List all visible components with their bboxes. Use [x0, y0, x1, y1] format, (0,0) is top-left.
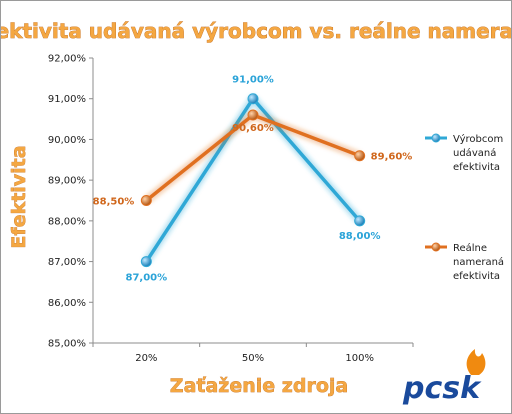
- y-axis-title: Efektivita: [8, 145, 30, 248]
- y-tick-label: 91,00%: [48, 94, 86, 105]
- data-point: [354, 150, 366, 162]
- chart-title: Efektivita udávaná výrobcom vs. reálne n…: [1, 19, 511, 43]
- data-point: [140, 256, 152, 268]
- series-layer: 87,00% 91,00% 88,00% 88,50% 90,60% 89,60%: [93, 75, 413, 284]
- flame-icon: [466, 349, 486, 375]
- legend-label: udávaná: [453, 147, 496, 159]
- data-label: 88,50%: [93, 197, 135, 208]
- data-label: 89,60%: [371, 152, 413, 163]
- y-tick-label: 87,00%: [48, 257, 86, 268]
- data-point: [140, 195, 152, 206]
- data-label: 87,00%: [126, 273, 168, 284]
- y-tick-label: 89,00%: [48, 176, 86, 187]
- pcsk-logo: pcsk: [402, 349, 486, 406]
- data-label: 90,60%: [232, 123, 274, 134]
- legend: Výrobcom udávaná efektivita Reálne nameraná e…: [425, 133, 504, 282]
- axes: 85,00% 86,00% 87,00% 88,00% 89,00% 90,00% 91,0…: [48, 54, 414, 364]
- data-point: [247, 93, 259, 105]
- x-tick-label: 100%: [345, 353, 374, 364]
- x-tick-label: 20%: [135, 353, 157, 364]
- y-tick-label: 86,00%: [48, 298, 86, 309]
- y-tick-label: 90,00%: [48, 135, 86, 146]
- y-tick-label: 92,00%: [48, 54, 86, 65]
- legend-label: efektivita: [453, 271, 500, 282]
- legend-label: nameraná: [453, 256, 504, 268]
- legend-label: efektivita: [453, 162, 500, 173]
- data-point: [354, 215, 366, 227]
- legend-label: Reálne: [453, 242, 487, 254]
- logo-text: pcsk: [402, 371, 482, 406]
- x-tick-label: 50%: [242, 353, 264, 364]
- data-label: 88,00%: [339, 231, 381, 242]
- data-label: 91,00%: [232, 75, 274, 86]
- x-axis-title: Zaťaženie zdroja: [170, 375, 348, 397]
- y-tick-label: 85,00%: [48, 339, 86, 350]
- y-tick-label: 88,00%: [48, 216, 86, 227]
- legend-marker: [431, 133, 441, 143]
- data-point: [247, 109, 259, 121]
- legend-label: Výrobcom: [453, 133, 503, 145]
- legend-marker: [431, 242, 441, 252]
